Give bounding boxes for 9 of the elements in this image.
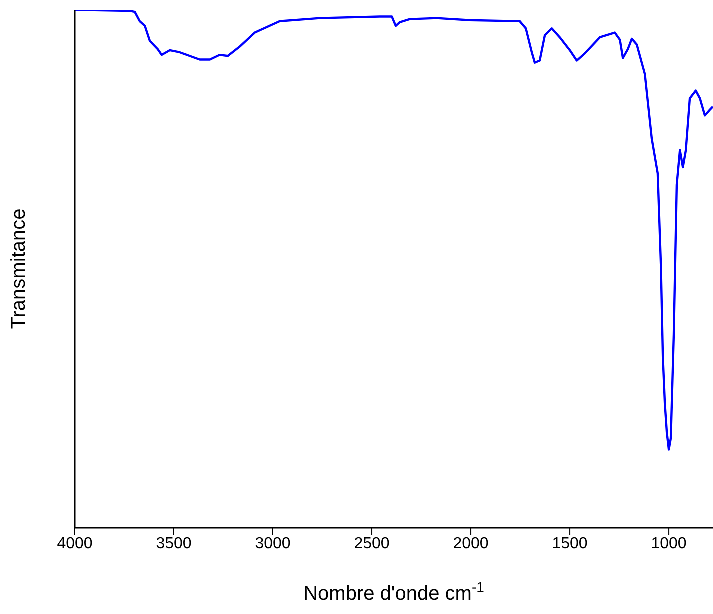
x-tick-label: 4000 bbox=[57, 535, 93, 552]
x-tick-label: 1000 bbox=[651, 535, 687, 552]
x-tick-label: 2000 bbox=[453, 535, 489, 552]
x-tick-label: 3000 bbox=[255, 535, 291, 552]
x-tick-label: 1500 bbox=[552, 535, 588, 552]
y-axis-title: Transmitance bbox=[8, 208, 30, 330]
x-tick-label: 3500 bbox=[156, 535, 192, 552]
x-tick-label: 2500 bbox=[354, 535, 390, 552]
x-axis-title: Nombre d'onde cm$^{-1}$ bbox=[304, 579, 485, 605]
